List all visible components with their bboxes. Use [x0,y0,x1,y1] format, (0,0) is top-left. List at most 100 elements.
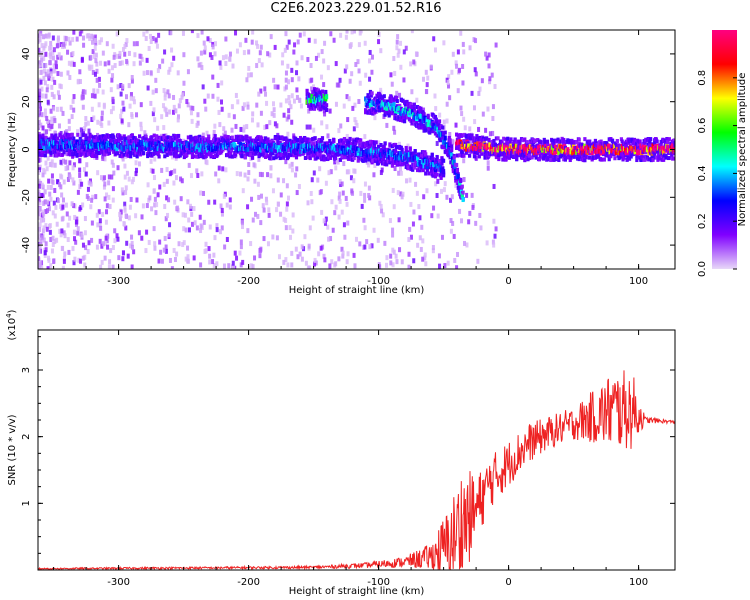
heatmap-halo-cell [376,152,380,157]
heatmap-noise-cell [484,127,488,133]
heatmap-halo-cell [566,138,570,143]
heatmap-halo-cell [103,135,108,140]
heatmap-noise-cell [286,63,290,69]
heatmap-noise-cell [294,246,298,252]
heatmap-halo-cell [304,137,308,142]
heatmap-signal-cell [369,103,373,109]
heatmap-noise-cell [99,120,103,126]
heatmap-noise-cell [43,80,47,86]
heatmap-halo-cell [454,176,458,181]
heatmap-halo-cell [163,154,167,159]
heatmap-noise-cell [456,251,460,257]
heatmap-noise-cell [38,256,41,262]
heatmap-noise-cell [220,106,224,112]
heatmap-noise-cell [224,167,228,173]
heatmap-halo-cell [174,151,178,156]
heatmap-noise-cell [419,246,423,252]
heatmap-noise-cell [347,169,351,175]
heatmap-halo-cell [127,135,131,140]
heatmap-noise-cell [138,53,142,59]
heatmap-noise-cell [438,263,442,269]
heatmap-noise-cell [127,50,131,56]
heatmap-halo-cell [91,151,95,156]
heatmap-halo-cell [568,158,572,163]
heatmap-halo-cell [422,128,426,133]
heatmap-noise-cell [192,206,196,212]
heatmap-noise-cell [488,79,492,85]
heatmap-halo-cell [90,153,95,158]
heatmap-noise-cell [345,133,349,139]
heatmap-noise-cell [113,228,117,234]
heatmap-noise-cell [129,243,133,249]
heatmap-halo-cell [557,158,561,163]
heatmap-noise-cell [257,156,261,162]
heatmap-noise-cell [291,212,295,218]
heatmap-noise-cell [38,63,40,69]
heatmap-halo-cell [412,152,416,157]
heatmap-noise-cell [53,213,57,219]
heatmap-halo-cell [347,140,351,145]
heatmap-noise-cell [402,77,406,83]
heatmap-noise-cell [64,202,68,208]
heatmap-noise-cell [362,217,366,223]
heatmap-noise-cell [181,242,185,248]
heatmap-halo-cell [271,151,275,156]
heatmap-noise-cell [486,106,490,112]
chart-title: C2E6.2023.229.01.52.R16 [270,1,442,16]
heatmap-noise-cell [265,124,269,130]
heatmap-halo-cell [467,135,471,140]
heatmap-noise-cell [71,37,75,43]
heatmap-halo-cell [278,136,282,141]
heatmap-noise-cell [196,33,200,39]
heatmap-noise-cell [230,104,234,110]
heatmap-halo-cell [379,97,383,102]
heatmap-halo-cell [290,141,294,146]
heatmap-noise-cell [162,247,166,253]
heatmap-halo-cell [507,142,511,147]
heatmap-halo-cell [213,134,217,139]
heatmap-halo-cell [573,140,577,145]
heatmap-noise-cell [461,80,465,86]
heatmap-halo-cell [551,153,555,158]
heatmap-noise-cell [98,82,102,88]
heatmap-noise-cell [256,181,260,187]
heatmap-noise-cell [295,166,299,172]
heatmap-noise-cell [112,170,116,176]
heatmap-noise-cell [258,253,262,259]
heatmap-noise-cell [61,197,65,203]
heatmap-noise-cell [393,70,397,76]
heatmap-noise-cell [420,224,424,230]
heatmap-noise-cell [198,214,202,220]
heatmap-noise-cell [160,258,164,264]
heatmap-noise-cell [56,42,60,48]
heatmap-halo-cell [557,153,561,158]
heatmap-signal-cell [364,96,368,102]
heatmap-halo-cell [412,163,416,168]
heatmap-halo-cell [278,141,282,146]
heatmap-halo-cell [467,153,472,158]
heatmap-halo-cell [489,152,494,157]
heatmap-halo-cell [194,139,198,144]
heatmap-noise-cell [67,36,71,42]
heatmap-noise-cell [62,256,66,262]
heatmap-noise-cell [282,112,286,118]
heatmap-noise-cell [142,31,146,37]
heatmap-noise-cell [183,212,187,218]
heatmap-noise-cell [339,182,343,188]
heatmap-noise-cell [39,248,43,254]
heatmap-halo-cell [348,153,352,158]
heatmap-noise-cell [432,36,436,42]
heatmap-noise-cell [396,190,400,196]
heatmap-noise-cell [216,96,220,102]
heatmap-signal-cell [460,193,464,199]
heatmap-signal-cell [458,180,462,186]
heatmap-noise-cell [49,196,53,202]
heatmap-noise-cell [60,245,64,251]
heatmap-halo-cell [549,158,553,163]
heatmap-noise-cell [449,218,453,224]
heatmap-halo-cell [176,140,180,145]
heatmap-noise-cell [165,111,169,117]
heatmap-noise-cell [167,93,171,99]
heatmap-noise-cell [92,115,96,121]
heatmap-halo-cell [244,144,248,149]
